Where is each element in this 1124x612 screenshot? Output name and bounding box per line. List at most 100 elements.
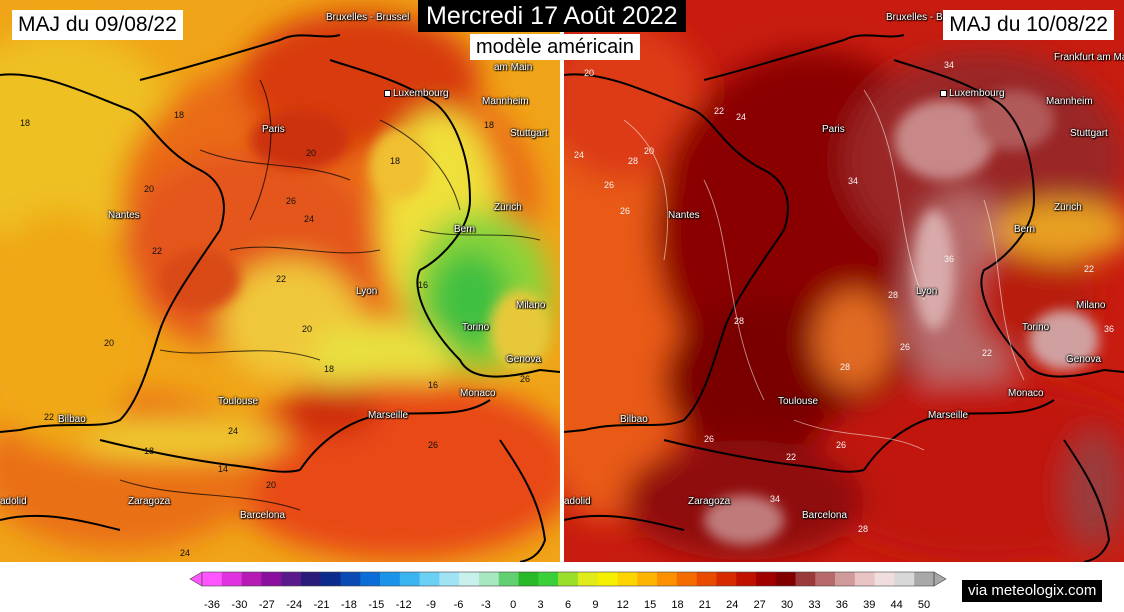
left-map-panel[interactable]: Bruxelles - Brussel Luxembourg Paris Nan… [0,0,560,562]
isotherm-label: 22 [152,246,163,256]
legend-swatch [538,572,559,586]
city-zaragoza: Zaragoza [128,496,171,507]
legend-tick-label: -21 [314,599,330,611]
city-frankfurt: am Main [494,62,533,73]
legend-tick-label: 15 [644,599,656,611]
isotherm-label: 28 [888,290,899,300]
legend-swatch [498,572,519,586]
legend-swatch [281,572,302,586]
city-toulouse: Toulouse [218,396,259,407]
legend-tick-label: 27 [754,599,766,611]
city-lyon: Lyon [916,286,938,297]
right-update-label: MAJ du 10/08/22 [943,10,1114,40]
city-bruxelles: Bruxelles - Brussel [326,12,410,23]
city-nantes: Nantes [108,210,140,221]
legend-tick-label: -9 [426,599,436,611]
legend-outline [201,571,935,587]
legend-tick-label: -12 [396,599,412,611]
right-map-panel[interactable]: Bruxelles - Brussel Luxembourg Frankfurt… [564,0,1124,562]
legend-arrow-max [933,571,947,587]
isotherm-label: 24 [574,150,585,160]
city-bruxelles: Bruxelles - Brussel [886,12,970,23]
city-paris: Paris [262,124,285,135]
city-genova: Genova [1066,354,1102,365]
isotherm-label: 24 [736,112,747,122]
isotherm-label: 28 [734,316,745,326]
city-bilbao: Bilbao [620,414,648,425]
legend-swatch [459,572,480,586]
legend-tick-label: 33 [808,599,820,611]
legend-tick-label: 6 [565,599,571,611]
legend-swatch [439,572,460,586]
isotherm-label: 26 [604,180,615,190]
legend-swatch [696,572,717,586]
isotherm-label: 36 [944,254,955,264]
isotherm-label: 26 [286,196,297,206]
legend-swatch [577,572,598,586]
legend-swatch [399,572,420,586]
city-marseille: Marseille [368,410,409,421]
legend-tick-label: -24 [286,599,302,611]
city-barcelona: Barcelona [240,510,286,521]
isotherm-label: 24 [180,548,191,558]
isotherm-label: 22 [44,412,55,422]
temperature-legend: -36 -30 -27 -24 -21 -18 -15 -12 -9 -6 -3 0 3 6 9 12 15 18… [0,562,1124,612]
legend-swatch [795,572,816,586]
legend-swatch [202,572,223,586]
legend-swatch [716,572,737,586]
legend-tick-label: 30 [781,599,793,611]
isotherm-label: 20 [266,480,277,490]
isotherm-label: 20 [144,184,155,194]
legend-swatch [221,572,242,586]
isotherm-label: 26 [836,440,847,450]
legend-swatch [380,572,401,586]
legend-swatch [874,572,895,586]
city-marseille: Marseille [928,410,969,421]
legend-swatch [736,572,757,586]
isotherm-label: 18 [144,446,155,456]
isotherm-label: 26 [520,374,531,384]
legend-tick-label: 36 [836,599,848,611]
city-valladolid: adolid [564,496,591,507]
legend-tick-label: -18 [341,599,357,611]
legend-tick-label: -6 [454,599,464,611]
city-zurich: Zürich [1054,202,1082,213]
legend-swatch [597,572,618,586]
legend-swatch [419,572,440,586]
isotherm-label: 20 [302,324,313,334]
legend-swatch [300,572,322,586]
city-lyon: Lyon [356,286,378,297]
city-monaco: Monaco [460,388,496,399]
legend-tick-label: -36 [204,599,220,611]
isotherm-label: 26 [704,434,715,444]
legend-tick-label: 12 [617,599,629,611]
isotherm-label: 22 [1084,264,1095,274]
legend-tick-label: 24 [726,599,738,611]
isotherm-label: 14 [218,464,229,474]
city-stuttgart: Stuttgart [1070,128,1108,139]
isotherm-label: 26 [620,206,631,216]
left-temperature-map [0,0,560,562]
city-bilbao: Bilbao [58,414,86,425]
legend-tick-label: 9 [592,599,598,611]
city-mannheim: Mannheim [482,96,529,107]
isotherm-label: 34 [944,60,955,70]
isotherm-label: 26 [900,342,911,352]
legend-swatch [854,572,875,586]
isotherm-label: 20 [306,148,317,158]
legend-arrow-min [189,571,203,587]
legend-tick-label: 39 [863,599,875,611]
legend-swatch [558,572,579,586]
right-temperature-map [564,0,1124,562]
isotherm-label: 26 [428,440,439,450]
isotherm-label: 18 [174,110,185,120]
legend-swatch [320,572,341,586]
isotherm-label: 22 [982,348,993,358]
source-credit: via meteologix.com [962,580,1103,602]
isotherm-label: 20 [104,338,115,348]
legend-swatch [617,572,638,586]
isotherm-label: 24 [228,426,239,436]
legend-tick-label: 44 [890,599,902,611]
isotherm-label: 20 [644,146,655,156]
city-valladolid: adolid [0,496,27,507]
